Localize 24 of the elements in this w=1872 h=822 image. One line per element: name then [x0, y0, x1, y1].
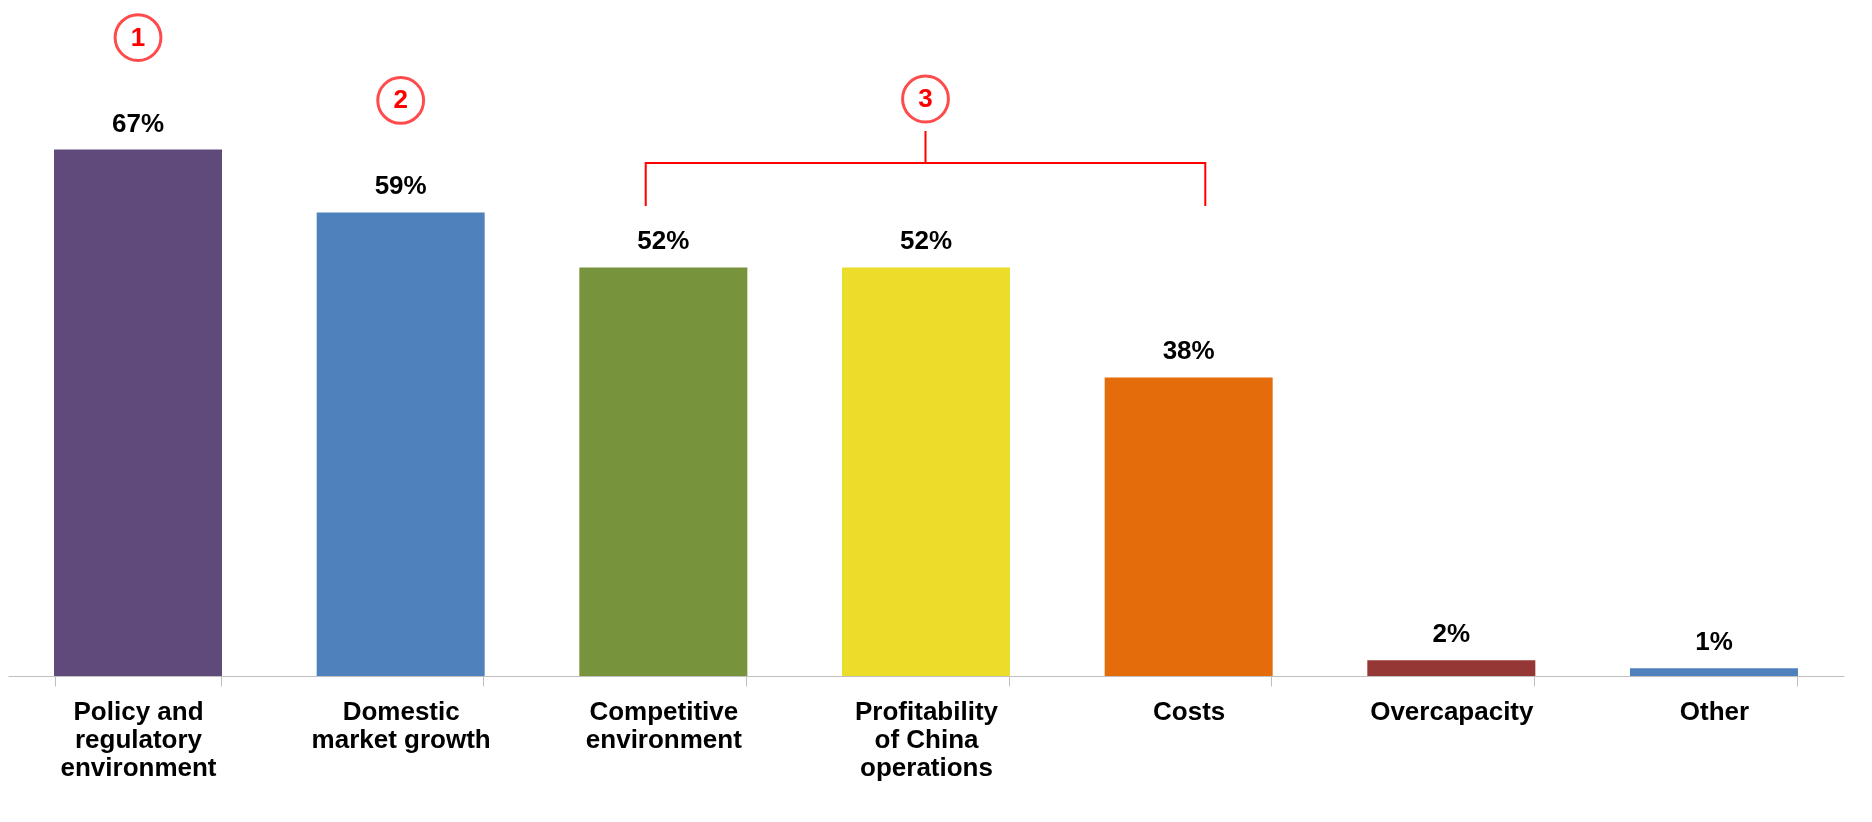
- text: 3: [918, 83, 933, 113]
- text: 1: [130, 21, 146, 52]
- x-tick-label: Policy and regulatory environment: [60, 695, 217, 782]
- bar: [316, 212, 485, 676]
- x-tick-label: Profitability of China operations: [854, 695, 999, 782]
- x-tick-label: Other: [1679, 695, 1750, 726]
- x-tick-label: Domestic market growth: [311, 695, 491, 754]
- data-label: 38%: [1162, 335, 1215, 366]
- bar: [579, 267, 748, 676]
- bar: [842, 267, 1010, 676]
- bar: [1629, 668, 1798, 676]
- data-label: 1%: [1695, 626, 1733, 657]
- bar: [1367, 660, 1536, 676]
- x-tick-label: Costs: [1153, 695, 1226, 726]
- bar: [1104, 377, 1273, 676]
- data-label: 67%: [111, 107, 165, 138]
- x-tick-label: Overcapacity: [1370, 695, 1535, 726]
- data-label: 59%: [374, 170, 427, 201]
- data-label: 52%: [637, 225, 690, 256]
- bar: [54, 149, 223, 676]
- data-label: 52%: [899, 225, 953, 256]
- data-label: 2%: [1432, 618, 1471, 649]
- x-tick-label: Competitive environment: [585, 695, 743, 754]
- text: 2: [393, 84, 408, 115]
